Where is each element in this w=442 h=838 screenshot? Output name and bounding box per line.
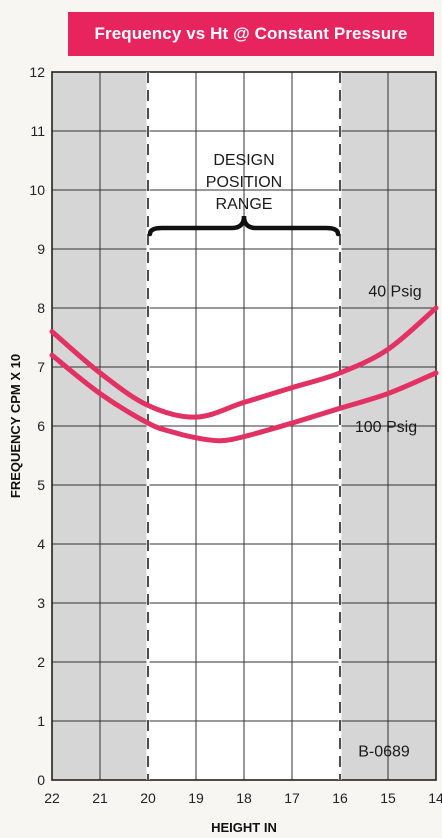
- y-axis-label: FREQUENCY CPM X 10: [8, 354, 23, 498]
- x-tick-label: 19: [188, 790, 204, 806]
- plot-frame: [51, 71, 437, 781]
- x-tick-label: 16: [332, 790, 348, 806]
- figure-code: B-0689: [358, 744, 410, 761]
- y-tick-label: 0: [37, 772, 45, 788]
- series-line-100-psig: [49, 352, 439, 444]
- x-tick-label: 21: [92, 790, 108, 806]
- series-label-40-psig: 40 Psig: [368, 283, 421, 300]
- title-banner: Frequency vs Ht @ Constant Pressure: [68, 12, 434, 56]
- x-tick-label: 14: [428, 790, 442, 806]
- y-tick-label: 12: [29, 64, 45, 80]
- y-tick-label: 8: [37, 300, 45, 316]
- x-tick-label: 15: [380, 790, 396, 806]
- x-tick-label: 20: [140, 790, 156, 806]
- x-tick-label: 17: [284, 790, 300, 806]
- y-tick-label: 5: [37, 477, 45, 493]
- x-axis-label: HEIGHT IN: [211, 820, 277, 835]
- y-tick-label: 10: [29, 182, 45, 198]
- y-tick-label: 1: [37, 713, 45, 729]
- y-tick-label: 11: [30, 123, 45, 139]
- y-tick-label: 4: [37, 536, 45, 552]
- x-tick-label: 18: [236, 790, 252, 806]
- chart-title: Frequency vs Ht @ Constant Pressure: [94, 24, 408, 43]
- y-tick-label: 7: [37, 359, 45, 375]
- y-tick-label: 3: [37, 595, 45, 611]
- series-label-100-psig: 100 Psig: [355, 419, 417, 436]
- y-tick-label: 2: [37, 654, 45, 670]
- design-range-label-line: RANGE: [216, 196, 273, 213]
- x-tick-label: 22: [44, 790, 60, 806]
- series-line-40-psig: [49, 305, 439, 420]
- y-tick-label: 9: [37, 241, 45, 257]
- design-range-label-line: DESIGN: [213, 152, 274, 169]
- design-range-brace: [147, 215, 341, 237]
- design-range-label-line: POSITION: [206, 174, 282, 191]
- y-tick-label: 6: [37, 418, 45, 434]
